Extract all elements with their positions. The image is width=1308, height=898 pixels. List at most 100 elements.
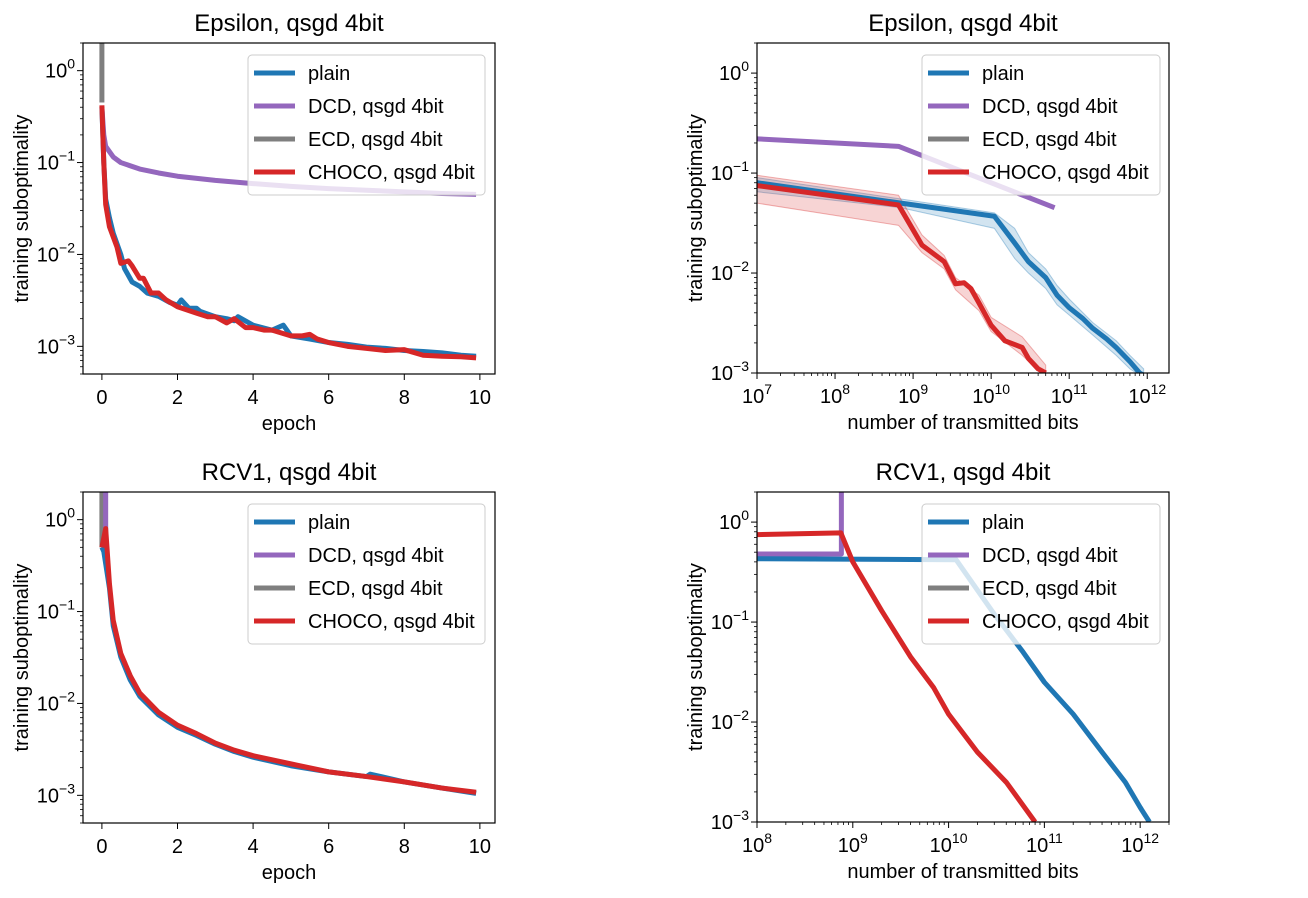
legend: plain DCD, qsgd 4bit ECD, qsgd 4bit CHOCO, … <box>247 503 486 645</box>
legend-label: CHOCO, qsgd 4bit <box>982 611 1149 633</box>
x-tick-label: 107 <box>742 381 772 408</box>
x-tick-label: 109 <box>898 381 928 408</box>
y-tick-label: 100 <box>719 58 749 85</box>
series-line-CHOCO <box>99 105 477 361</box>
y-tick-label: 10−1 <box>711 158 749 185</box>
chart-title: RCV1, qsgd 4bit <box>876 459 1051 486</box>
x-axis-label: number of transmitted bits <box>847 412 1078 434</box>
legend-label: plain <box>982 512 1024 534</box>
x-tick-label: 10 <box>469 836 491 858</box>
y-tick-label: 100 <box>719 507 749 534</box>
series-line-CHOCO <box>757 183 1047 373</box>
legend-box <box>247 54 486 196</box>
confidence-band-CHOCO <box>757 174 1047 373</box>
x-tick-label: 108 <box>742 830 772 857</box>
x-tick-label: 1012 <box>1121 830 1159 857</box>
y-tick-label: 10−3 <box>37 780 75 807</box>
y-tick-label: 10−2 <box>711 707 749 734</box>
legend-item-CHOCO: CHOCO, qsgd 4bit <box>254 162 475 184</box>
x-axis-label: epoch <box>262 862 317 884</box>
legend-item-plain: plain <box>254 63 350 85</box>
legend-label: DCD, qsgd 4bit <box>982 96 1118 118</box>
legend-item-plain: plain <box>928 63 1024 85</box>
legend-label: DCD, qsgd 4bit <box>308 96 444 118</box>
chart-title: Epsilon, qsgd 4bit <box>868 10 1058 37</box>
legend-label: DCD, qsgd 4bit <box>308 545 444 567</box>
y-tick-label: 10−1 <box>37 148 75 175</box>
y-tick-label: 10−3 <box>711 807 749 834</box>
series-line-DCD <box>757 492 844 557</box>
legend-item-CHOCO: CHOCO, qsgd 4bit <box>928 162 1149 184</box>
plot-area <box>99 492 477 796</box>
x-axis-label: number of transmitted bits <box>847 861 1078 883</box>
x-axis-label: epoch <box>262 413 317 435</box>
x-tick-label: 4 <box>248 387 259 409</box>
y-tick-label: 10−3 <box>37 331 75 358</box>
y-tick-label: 10−2 <box>37 688 75 715</box>
subplot-2: Epsilon, qsgd 4bit 107 108 109 1010 1011 1012 1… <box>685 10 1170 434</box>
y-tick-label: 10−1 <box>711 607 749 634</box>
series-line-CHOCO <box>757 530 1038 822</box>
legend-label: CHOCO, qsgd 4bit <box>308 611 475 633</box>
axes-frame <box>82 42 496 375</box>
y-axis-label: training suboptimality <box>11 564 33 752</box>
legend-label: ECD, qsgd 4bit <box>308 129 443 151</box>
x-tick-label: 1010 <box>930 830 968 857</box>
chart-title: RCV1, qsgd 4bit <box>202 459 377 486</box>
x-tick-label: 10 <box>469 387 491 409</box>
axes-frame <box>82 491 496 824</box>
x-tick-label: 109 <box>838 830 868 857</box>
legend-label: plain <box>308 63 350 85</box>
x-tick-label: 2 <box>172 387 183 409</box>
subplot-4: RCV1, qsgd 4bit 108 109 1010 1011 1012 100 10−1… <box>685 459 1170 883</box>
y-axis-label: training suboptimality <box>11 115 33 303</box>
legend-label: CHOCO, qsgd 4bit <box>982 162 1149 184</box>
subplot-3: RCV1, qsgd 4bit 0 2 4 6 8 10 100 10−1 10−2 10−3 epo… <box>11 459 496 884</box>
legend-label: ECD, qsgd 4bit <box>982 578 1117 600</box>
legend-box <box>921 54 1161 196</box>
legend-label: plain <box>982 63 1024 85</box>
x-tick-label: 6 <box>323 387 334 409</box>
y-tick-label: 10−2 <box>711 258 749 285</box>
y-tick-label: 10−3 <box>711 358 749 385</box>
legend-item-ECD: ECD, qsgd 4bit <box>928 129 1117 151</box>
legend-item-CHOCO: CHOCO, qsgd 4bit <box>928 611 1149 633</box>
axes-frame <box>756 42 1170 374</box>
legend-item-DCD: DCD, qsgd 4bit <box>928 545 1118 567</box>
x-tick-label: 1011 <box>1051 381 1088 408</box>
subplot-1: Epsilon, qsgd 4bit 0 2 4 6 8 10 100 10−1 10−2 10−3… <box>11 10 496 435</box>
legend-label: plain <box>308 512 350 534</box>
legend-item-ECD: ECD, qsgd 4bit <box>254 578 443 600</box>
y-tick-label: 10−1 <box>37 597 75 624</box>
x-tick-label: 6 <box>323 836 334 858</box>
legend-item-DCD: DCD, qsgd 4bit <box>254 96 444 118</box>
x-tick-label: 1011 <box>1026 830 1063 857</box>
legend-box <box>921 503 1161 645</box>
chart-title: Epsilon, qsgd 4bit <box>194 10 384 37</box>
series-line-plain <box>757 180 1145 373</box>
x-tick-label: 0 <box>96 836 107 858</box>
x-tick-label: 1012 <box>1128 381 1166 408</box>
x-tick-label: 2 <box>172 836 183 858</box>
x-tick-label: 8 <box>399 387 410 409</box>
legend-item-DCD: DCD, qsgd 4bit <box>928 96 1118 118</box>
legend-item-plain: plain <box>254 512 350 534</box>
confidence-band-plain <box>757 177 1145 373</box>
y-tick-label: 10−2 <box>37 239 75 266</box>
x-tick-label: 4 <box>248 836 259 858</box>
legend-label: DCD, qsgd 4bit <box>982 545 1118 567</box>
legend: plain DCD, qsgd 4bit ECD, qsgd 4bit CHOCO, … <box>921 54 1161 196</box>
x-tick-label: 108 <box>820 381 850 408</box>
x-tick-label: 8 <box>399 836 410 858</box>
legend-item-ECD: ECD, qsgd 4bit <box>254 129 443 151</box>
legend-item-plain: plain <box>928 512 1024 534</box>
y-axis-label: training suboptimality <box>685 114 707 302</box>
y-axis-label: training suboptimality <box>685 563 707 751</box>
legend-item-ECD: ECD, qsgd 4bit <box>928 578 1117 600</box>
legend: plain DCD, qsgd 4bit ECD, qsgd 4bit CHOCO, … <box>247 54 486 196</box>
series-line-CHOCO <box>99 526 477 795</box>
legend-item-CHOCO: CHOCO, qsgd 4bit <box>254 611 475 633</box>
legend-label: ECD, qsgd 4bit <box>308 578 443 600</box>
legend-box <box>247 503 486 645</box>
